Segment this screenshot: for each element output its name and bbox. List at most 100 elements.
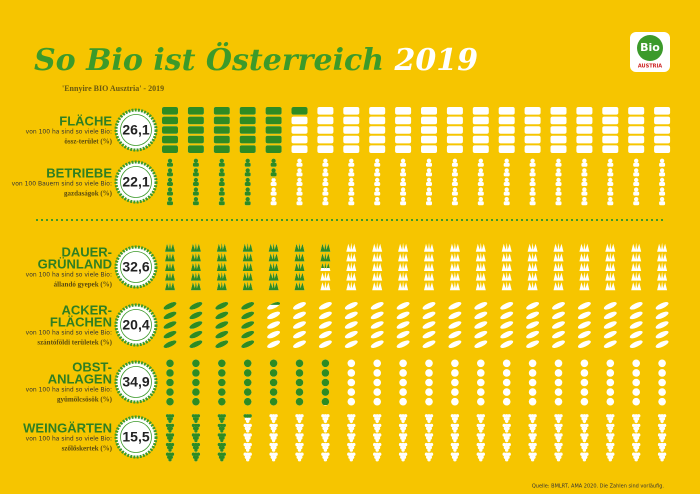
icon (373, 433, 382, 443)
icon (527, 262, 538, 271)
icon (425, 378, 433, 387)
row-hu: gazdaságok (%) (64, 190, 113, 198)
icon (217, 423, 226, 433)
grape (321, 423, 325, 428)
icon (477, 182, 484, 186)
icon (270, 191, 277, 196)
grape (532, 436, 536, 440)
icon (606, 433, 615, 443)
grape (611, 442, 615, 447)
icon (450, 414, 460, 423)
grape (297, 433, 302, 437)
grape (271, 429, 276, 433)
grape (398, 452, 403, 456)
icon (323, 197, 328, 202)
icon (293, 330, 306, 339)
grape (581, 445, 585, 450)
grape (476, 414, 480, 418)
icon (424, 423, 434, 433)
grape (326, 452, 330, 456)
grape (300, 414, 304, 418)
grape (424, 442, 429, 447)
icon (529, 191, 536, 196)
icon (579, 252, 590, 262)
grape (581, 436, 585, 440)
icon (398, 252, 409, 262)
grape (528, 423, 532, 428)
grape (455, 442, 460, 447)
icon (475, 252, 486, 262)
grape (220, 419, 224, 423)
icon (215, 302, 229, 310)
icon (190, 252, 201, 262)
icon (270, 182, 277, 186)
icon (344, 340, 358, 348)
source: Quelle: BMLRT, AMA 2020. Die Zahlen sind… (532, 484, 665, 490)
icon (217, 433, 226, 443)
icon (554, 442, 563, 452)
icon (241, 330, 255, 339)
grape (167, 455, 171, 459)
icon (241, 321, 255, 329)
grape (246, 419, 250, 423)
icon (526, 321, 540, 329)
icon (607, 162, 614, 167)
icon (268, 252, 279, 262)
grape (450, 423, 455, 428)
icon (291, 135, 308, 144)
grape (582, 452, 587, 456)
icon (474, 321, 488, 329)
icon (556, 187, 561, 192)
grape (349, 438, 353, 443)
icon (576, 135, 593, 144)
badge-inner (120, 166, 152, 198)
icon (424, 271, 434, 281)
icon (317, 126, 334, 134)
icon (165, 442, 175, 452)
icon (529, 162, 536, 167)
grape (609, 445, 614, 450)
icon (577, 330, 591, 339)
grape (295, 414, 299, 418)
icon (658, 388, 666, 396)
icon (477, 162, 484, 167)
icon (218, 182, 225, 186)
icon (476, 414, 485, 423)
icon (577, 302, 591, 310)
grape (528, 452, 532, 456)
row-note: von 100 ha sind so viele Bio: (26, 129, 112, 136)
icon (502, 452, 511, 462)
grape (269, 423, 273, 428)
grape (375, 448, 379, 452)
grape (378, 433, 382, 437)
grape (325, 445, 329, 450)
icon (294, 271, 305, 281)
grape (373, 414, 377, 418)
row-name: GRÜNLAND (38, 256, 112, 271)
grape (580, 414, 584, 418)
grape (450, 452, 455, 456)
grape (505, 448, 509, 452)
icon (374, 162, 381, 167)
grape (637, 452, 641, 456)
grape (606, 414, 610, 418)
grape (581, 455, 585, 459)
grape (400, 455, 404, 459)
grape (657, 414, 662, 418)
icon (191, 452, 201, 462)
icon (605, 262, 616, 271)
grape (403, 433, 408, 437)
grape (170, 423, 175, 428)
icon (347, 452, 356, 462)
icon (343, 116, 360, 125)
icon (265, 126, 282, 134)
grape (554, 452, 558, 456)
icon (426, 162, 432, 167)
icon (165, 423, 175, 433)
grape (196, 414, 201, 418)
grape (505, 458, 509, 462)
icon (321, 414, 330, 423)
icon (477, 378, 485, 387)
grape (348, 445, 352, 450)
grape (220, 458, 224, 462)
